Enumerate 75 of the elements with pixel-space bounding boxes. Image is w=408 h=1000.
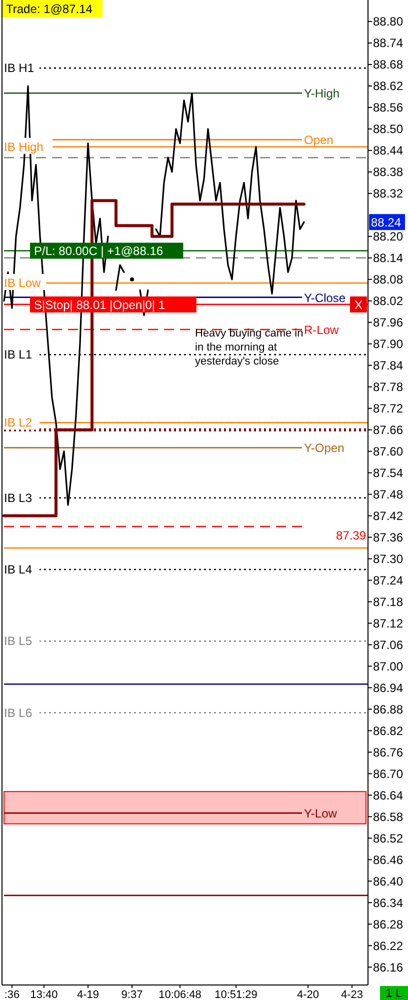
y-tick-label: 87.24 [373,573,404,588]
y-tick-label: 88.56 [373,100,404,115]
ref-line-label: Open [304,133,334,148]
annotation: IB L5 [4,634,32,648]
y-tick-label: 86.16 [373,960,404,974]
y-tick-label: 88.74 [373,36,404,50]
y-tick-label: 86.40 [373,874,404,888]
y-tick-label: 87.48 [373,487,404,502]
annotation: IB L6 [4,706,32,720]
ref-line-label: Y-Low [304,806,338,821]
y-tick-label: 86.58 [373,810,404,824]
y-tick-label: 87.78 [373,380,404,394]
ref-line-label: 87.39 [336,528,366,543]
x-tick-label: 13:40 [30,989,58,1000]
y-tick-label: 87.30 [373,552,404,566]
annotation: Heavy buying came in in the morning at yesterday's close [195,328,304,368]
annotation: IB Low [4,276,42,290]
y-tick-label: 87.90 [373,337,404,352]
y-tick-label: 86.34 [373,896,404,910]
y-tick-label: 87.96 [373,316,404,330]
annotation: IB L2 [4,416,32,430]
x-tick-label: 10:06:48 [158,989,202,1000]
x-tick-label: 4-19 [76,989,100,1000]
y-tick-label: 88.38 [373,165,404,180]
text: 1 L [386,986,403,1000]
annotation: X [354,298,363,312]
x-tick-label: 4-20 [296,989,320,1000]
y-tick-label: 87.12 [373,616,404,630]
x-tick-label: :36 [4,989,20,1000]
y-tick-label: 87.36 [373,530,404,544]
y-tick-label: 88.14 [373,251,404,266]
ref-line-label: R-Low [304,323,340,338]
ref-line-label: S|Stop| 88.01 |Open|0| 1 [34,298,166,312]
y-tick-label: 86.94 [373,680,404,695]
y-tick-label: 88.32 [373,186,404,201]
y-tick-label: 86.76 [373,745,404,760]
y-tick-label: 88.62 [373,79,404,94]
y-tick-label: 86.82 [373,724,404,738]
y-tick-label: 86.28 [373,917,404,932]
y-tick-label: 86.88 [373,702,404,716]
y-tick-label: 88.02 [373,294,404,308]
ref-line-label: Y-Open [304,441,344,456]
y-tick-label: 88.50 [373,122,404,136]
ref-line-label: Y-High [304,86,340,101]
y-tick-label: 86.22 [373,938,404,953]
annotation: IB High [4,140,44,154]
x-tick-label: 9:37 [121,989,143,1000]
y-tick-label: 87.00 [373,659,404,674]
y-tick-label: 87.42 [373,508,404,523]
annotation: IB L4 [4,562,32,577]
y-tick-label: 87.84 [373,358,404,373]
ref-line-label: Y-Close [304,290,346,305]
y-tick-label: 88.44 [373,144,404,158]
y-tick-label: 87.18 [373,594,404,609]
y-tick-label: 87.60 [373,444,404,459]
x-tick-label: 4-23 [340,989,364,1000]
annotation: IB H1 [4,61,34,76]
y-tick-label: 86.70 [373,766,404,781]
annotation: IB L3 [4,490,32,505]
y-tick-label: 86.52 [373,831,404,846]
y-tick-label: 87.54 [373,466,404,480]
x-tick-label: 10:51:29 [214,989,258,1000]
annotation: Trade: 1@87.14 [6,2,93,16]
y-tick-label: 86.46 [373,852,404,867]
y-tick-label: 87.06 [373,638,404,652]
y-tick-label: 88.08 [373,272,404,287]
ref-line-label: P/L: 80.00C | +1@88.16 [34,244,164,258]
y-tick-label: 87.72 [373,402,404,416]
y-tick-label: 86.64 [373,788,404,802]
annotation: IB L1 [4,348,32,362]
y-tick-label: 87.66 [373,423,404,438]
y-tick-label: 88.20 [373,230,404,244]
y-tick-label: 88.80 [373,14,404,29]
y-tick-label: 88.68 [373,58,404,72]
annotation: 88.24 [371,216,402,230]
